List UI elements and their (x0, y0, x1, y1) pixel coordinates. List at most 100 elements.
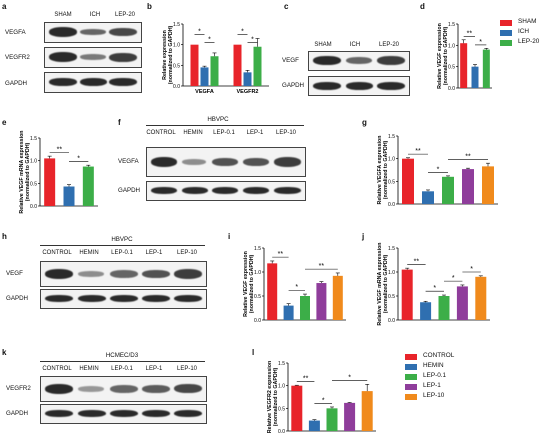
legend-item: LEP-10 (405, 392, 485, 402)
band (110, 270, 138, 278)
bar (420, 302, 432, 320)
sig-mark: * (433, 285, 436, 292)
band (78, 410, 106, 417)
blot-a-col: SHAM (54, 12, 72, 18)
bar (200, 67, 209, 86)
y-tick-label: 0.5 (388, 179, 395, 185)
blot-f-title: HBVPC (207, 116, 229, 123)
blot-strip (44, 47, 142, 68)
sig-mark: * (470, 266, 473, 273)
blot-f-row: GAPDH (118, 187, 141, 194)
legend-item: SHAM (500, 18, 550, 28)
bar (44, 158, 56, 206)
blot-f-row: VEGFA (118, 158, 139, 165)
blot-a-row: VEGFR2 (5, 54, 30, 61)
bar (190, 44, 199, 86)
panel-label-k: k (2, 348, 7, 357)
blot-k: HCMEC/D3 CONTROL HEMIN LEP-0.1 LEP-1 LEP… (2, 350, 207, 430)
band (109, 53, 137, 62)
y-tick-label: 0.5 (254, 294, 261, 300)
bar (210, 56, 219, 86)
band (243, 187, 269, 194)
blot-h-title: HBVPC (111, 236, 133, 243)
band (78, 271, 104, 277)
band (45, 269, 73, 279)
band (174, 410, 202, 417)
band (49, 27, 77, 37)
y-tick-label: 0.5 (173, 63, 180, 69)
sig-mark: * (198, 28, 201, 35)
y-tick-label: 1.0 (448, 43, 455, 49)
band (377, 82, 405, 90)
bar (460, 43, 468, 88)
legend-item: CONTROL (405, 352, 485, 362)
y-tick-label: 1.5 (278, 361, 285, 367)
blot-f-col: HEMIN (183, 130, 203, 136)
blot-strip (146, 181, 306, 201)
band (49, 78, 77, 86)
panel-label-i: i (228, 232, 231, 241)
title-underline (40, 245, 205, 246)
y-axis-label: Relative VEGFR2 expression(normalized to… (267, 361, 279, 433)
band (109, 78, 137, 86)
y-axis-label: Relative VEGF mRNA expression(normalized… (377, 242, 389, 325)
blot-k-col: LEP-0.1 (111, 366, 133, 372)
panel-label-a: a (2, 2, 7, 11)
y-tick-label: 1.5 (448, 22, 455, 28)
sig-mark: * (241, 28, 244, 35)
blot-k-col: CONTROL (42, 366, 72, 372)
band (212, 158, 238, 166)
panel-label-c: c (284, 2, 289, 11)
y-tick-label: 0.0 (388, 202, 395, 208)
panel-label-d: d (420, 2, 425, 11)
blot-k-col: HEMIN (79, 366, 99, 372)
blot-a-col: LEP-20 (114, 12, 135, 18)
y-tick-label: 1.5 (173, 22, 180, 28)
legend-item: LEP-1 (405, 382, 485, 392)
y-tick-label: 0.0 (173, 84, 180, 90)
bar (332, 275, 343, 320)
blot-strip (308, 51, 410, 71)
band (174, 269, 202, 279)
y-axis-label: Relative expression(normalized to GAPDH) (162, 25, 174, 84)
blot-strip (40, 289, 207, 309)
band (142, 410, 170, 417)
band (243, 158, 269, 166)
band (45, 384, 73, 394)
blot-k-col: LEP-1 (145, 366, 163, 372)
bar (326, 408, 338, 431)
y-tick-label: 1.0 (30, 159, 37, 165)
band (80, 78, 107, 86)
blot-k-title: HCMEC/D3 (105, 352, 139, 359)
bar (361, 391, 373, 431)
y-tick-label: 0.0 (254, 318, 261, 324)
legend-l: CONTROL HEMIN LEP-0.1 LEP-1 LEP-10 (405, 352, 485, 402)
band (142, 385, 170, 393)
bar (462, 169, 474, 204)
bar (482, 166, 494, 204)
sig-mark: * (208, 37, 211, 44)
sig-mark: ** (303, 376, 309, 383)
band (346, 82, 373, 90)
sig-mark: * (251, 37, 254, 44)
sig-mark: * (348, 375, 351, 382)
panel-label-g: g (362, 118, 367, 127)
blot-h-col: LEP-0.1 (111, 250, 133, 256)
band (182, 159, 206, 165)
panel-label-j: j (362, 232, 365, 241)
bar (401, 269, 413, 320)
band (174, 384, 202, 393)
band (109, 28, 137, 36)
bar (291, 385, 303, 431)
blot-strip (40, 404, 207, 424)
legend-item: HEMIN (405, 362, 485, 372)
bar (482, 49, 490, 88)
sig-mark: * (452, 275, 455, 282)
blot-k-row: VEGFR2 (6, 385, 31, 392)
band (151, 187, 177, 194)
blot-h-col: HEMIN (79, 250, 99, 256)
sig-mark: * (437, 166, 440, 173)
